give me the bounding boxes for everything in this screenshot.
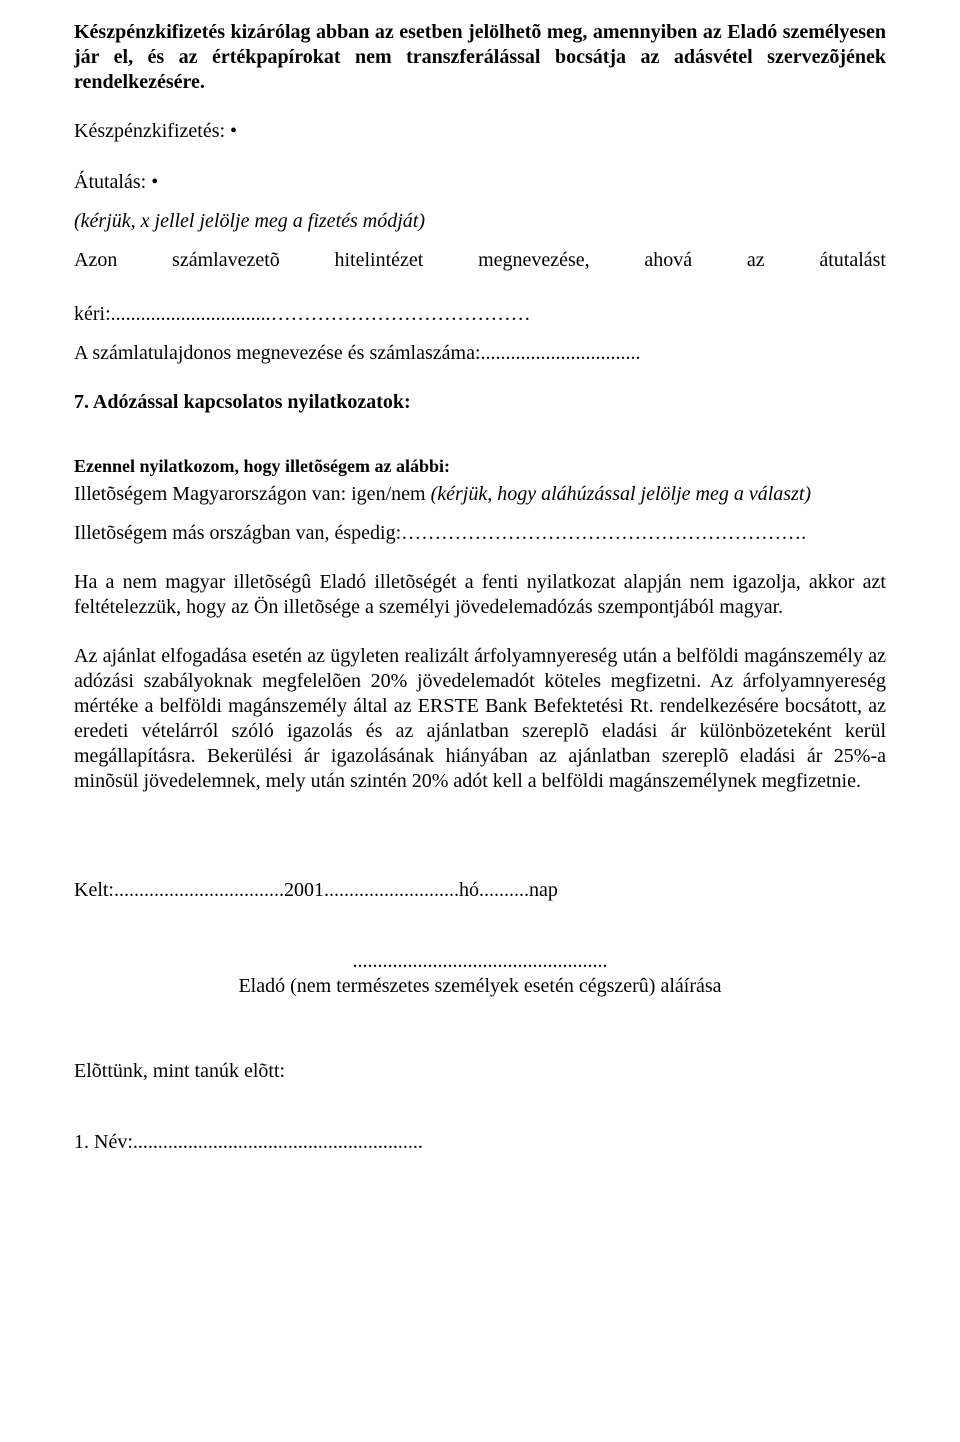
transfer-checkbox-line: Átutalás: •: [74, 170, 886, 195]
cash-payment-checkbox-line: Készpénzkifizetés: •: [74, 119, 886, 144]
bank-name-line1: Azon számlavezetõ hitelintézet megnevezé…: [74, 248, 886, 298]
section-7-title: 7. Adózással kapcsolatos nyilatkozatok:: [74, 390, 886, 415]
residency-instruction: (kérjük, hogy aláhúzással jelölje meg a …: [431, 483, 812, 505]
bank-name-line2: kéri:................................…………: [74, 302, 886, 327]
date-line: Kelt:..................................2…: [74, 878, 886, 903]
residency-hungary-text: Illetõségem Magyarországon van: igen/nem: [74, 483, 431, 505]
declaration-intro: Ezennel nyilatkozom, hogy illetõségem az…: [74, 455, 886, 478]
signature-dots: ........................................…: [74, 949, 886, 974]
non-hungarian-fallback: Ha a nem magyar illetõségû Eladó illetõs…: [74, 570, 886, 620]
residency-hungary-line: Illetõségem Magyarországon van: igen/nem…: [74, 482, 886, 507]
residency-other-line: Illetõségem más országban van, éspedig:……: [74, 521, 886, 546]
payment-method-instruction: (kérjük, x jellel jelölje meg a fizetés …: [74, 209, 886, 234]
witness-intro: Elõttünk, mint tanúk elõtt:: [74, 1059, 886, 1084]
account-holder-line: A számlatulajdonos megnevezése és számla…: [74, 341, 886, 366]
tax-info-paragraph: Az ajánlat elfogadása esetén az ügyleten…: [74, 644, 886, 794]
intro-paragraph: Készpénzkifizetés kizárólag abban az ese…: [74, 20, 886, 95]
witness-1-name-line: 1. Név:.................................…: [74, 1130, 886, 1155]
signature-caption: Eladó (nem természetes személyek esetén …: [74, 974, 886, 999]
